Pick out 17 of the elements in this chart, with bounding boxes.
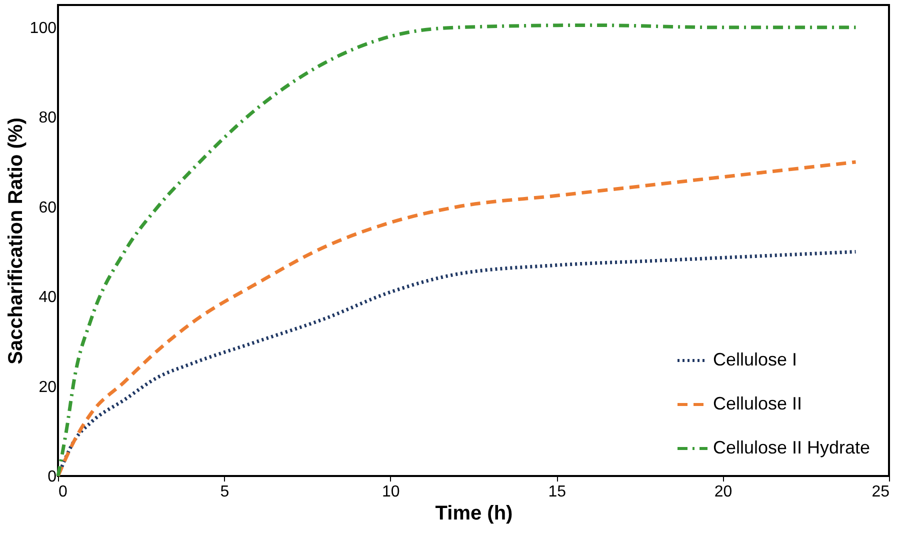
- legend-label: Cellulose I: [713, 350, 798, 370]
- y-tick-label: 100: [30, 20, 57, 37]
- y-tick-label: 20: [38, 378, 57, 396]
- legend-label: Cellulose II Hydrate: [713, 438, 870, 458]
- y-axis-title: Saccharification Ratio (%): [4, 118, 27, 364]
- x-tick-label: 0: [58, 484, 68, 500]
- x-tick-label: 15: [548, 484, 566, 500]
- legend-label: Cellulose II: [713, 394, 802, 414]
- x-axis-title: Time (h): [435, 502, 513, 524]
- x-tick-label: 20: [714, 484, 732, 500]
- x-tick-label: 10: [382, 484, 400, 500]
- y-tick-label: 60: [38, 199, 57, 216]
- x-tick-label: 5: [220, 484, 230, 500]
- y-tick-label: 80: [38, 110, 57, 127]
- y-tick-label: 0: [48, 468, 57, 486]
- y-tick-label: 40: [38, 289, 57, 306]
- x-tick-label: 25: [872, 484, 890, 500]
